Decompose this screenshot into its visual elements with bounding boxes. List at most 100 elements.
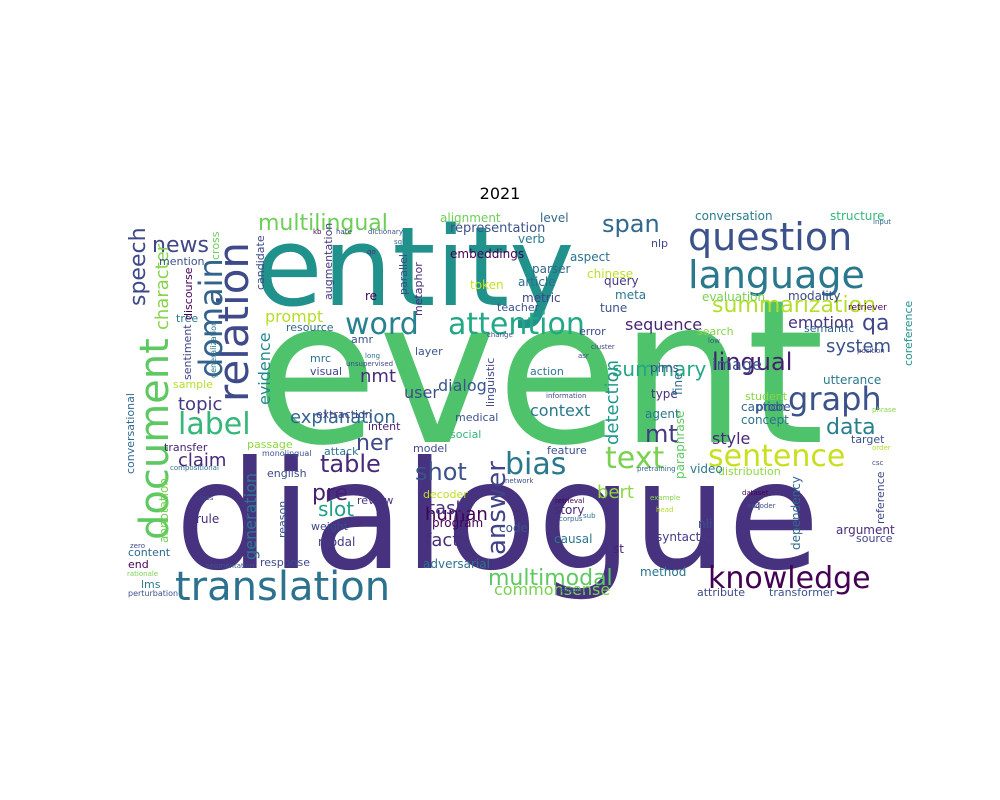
word-error: error — [579, 325, 606, 338]
word-layer: layer — [415, 345, 443, 358]
word-cross: cross — [209, 231, 222, 260]
word-chinese: chinese — [587, 267, 633, 281]
word-medical: medical — [455, 411, 498, 424]
word-change: change — [487, 331, 513, 339]
word-slot: slot — [318, 497, 354, 521]
word-distribution: distribution — [718, 465, 781, 478]
word-utterance: utterance — [823, 373, 881, 387]
word-sql: sql — [394, 238, 404, 246]
word-causal: causal — [554, 532, 593, 546]
word-verb: verb — [518, 232, 545, 246]
word-augmentation: augmentation — [322, 223, 335, 300]
word-answer: answer — [482, 461, 512, 555]
word-shot: shot — [415, 458, 467, 486]
word-transfer: transfer — [164, 441, 208, 454]
word-rationale: rationale — [127, 570, 158, 578]
word-mt: mt — [645, 420, 678, 448]
word-dependency: dependency — [789, 476, 803, 550]
word-model: model — [413, 442, 447, 455]
word-parser: parser — [532, 262, 571, 276]
word-feature: feature — [547, 444, 587, 457]
word-review: review — [357, 494, 393, 507]
word-explanation: explanation — [290, 407, 396, 428]
word-coreference: coreference — [902, 300, 915, 366]
word-level: level — [540, 211, 569, 225]
word-unsupervised: unsupervised — [346, 360, 393, 368]
word-bias: bias — [505, 447, 566, 482]
word-example: example — [650, 494, 680, 502]
word-multilingual: multilingual — [258, 211, 388, 236]
word-phrase: phrase — [872, 406, 896, 414]
word-table: table — [320, 450, 381, 478]
word-perturbation: perturbation — [128, 589, 178, 598]
word-speech: speech — [126, 227, 151, 306]
word-conversational: conversational — [124, 393, 137, 474]
word-order: order — [872, 444, 891, 452]
word-position: position — [857, 347, 885, 355]
word-news: news — [152, 233, 209, 258]
word-generation: generation — [241, 473, 260, 560]
word-sequence: sequence — [625, 315, 702, 334]
word-rule: rule — [196, 512, 219, 526]
word-topic: topic — [178, 394, 222, 415]
word-bert: bert — [597, 482, 634, 503]
word-compositional: compositional — [170, 464, 219, 472]
word-information: information — [546, 392, 586, 400]
word-ner: ner — [356, 431, 393, 456]
word-span: span — [602, 210, 660, 238]
word-cluster: cluster — [591, 343, 615, 351]
word-source: source — [856, 532, 893, 545]
word-alignment: alignment — [440, 211, 501, 225]
word-concept: concept — [741, 413, 789, 427]
word-entity: entity — [255, 203, 574, 331]
word-english: english — [267, 467, 307, 480]
word-domain: domain — [192, 258, 230, 378]
word-translation: translation — [175, 564, 390, 610]
word-character: character — [152, 243, 173, 330]
word-class: class — [196, 494, 214, 502]
word-head: head — [656, 506, 673, 514]
word-qa: qa — [862, 311, 889, 336]
word-decoder: decoder — [423, 488, 468, 501]
word-resource: resource — [286, 321, 334, 334]
word-sub: sub — [583, 512, 596, 520]
word-corpus: corpus — [559, 515, 583, 523]
word-caption: caption — [741, 400, 786, 414]
figure-title: 2021 — [479, 184, 521, 203]
word-weight: weight — [311, 520, 349, 533]
word-emotion: emotion — [788, 313, 854, 332]
word-metaphor: metaphor — [412, 262, 425, 316]
word-representation: representation — [450, 221, 545, 236]
word-fine: fine — [671, 372, 685, 395]
word-human: human — [425, 504, 488, 525]
word-tree: tree — [176, 312, 198, 325]
word-dictionary: dictionary — [368, 228, 403, 236]
word-embeddings: embeddings — [450, 247, 524, 261]
word-pre: pre — [312, 481, 348, 506]
word-plms: plms — [650, 361, 679, 375]
word-csc: csc — [872, 459, 883, 467]
word-reference: reference — [874, 471, 887, 524]
word-sentiment: sentiment — [181, 324, 194, 380]
word-summarization: summarization — [712, 293, 876, 318]
word-amr: amr — [351, 333, 373, 346]
word-metric: metric — [522, 291, 561, 305]
word-agent: agent — [645, 407, 680, 421]
word-semantic: semantic — [804, 322, 854, 335]
word-modality: modality — [788, 289, 840, 303]
word-video: video — [690, 462, 723, 476]
word-relation: relation — [209, 242, 258, 402]
word-multimodal: multimodal — [488, 566, 613, 591]
word-qo: qo — [367, 248, 376, 256]
word-query: query — [604, 274, 639, 288]
word-article: article — [518, 275, 556, 289]
word-paraphrase: paraphrase — [673, 411, 687, 479]
word-context: context — [530, 401, 590, 420]
word-language: language — [688, 253, 865, 297]
word-user: user — [404, 383, 439, 402]
word-zero: zero — [130, 542, 145, 550]
word-response: response — [260, 556, 310, 569]
word-summary: summary — [612, 357, 707, 381]
word-dialogue: dialogue — [175, 430, 820, 604]
